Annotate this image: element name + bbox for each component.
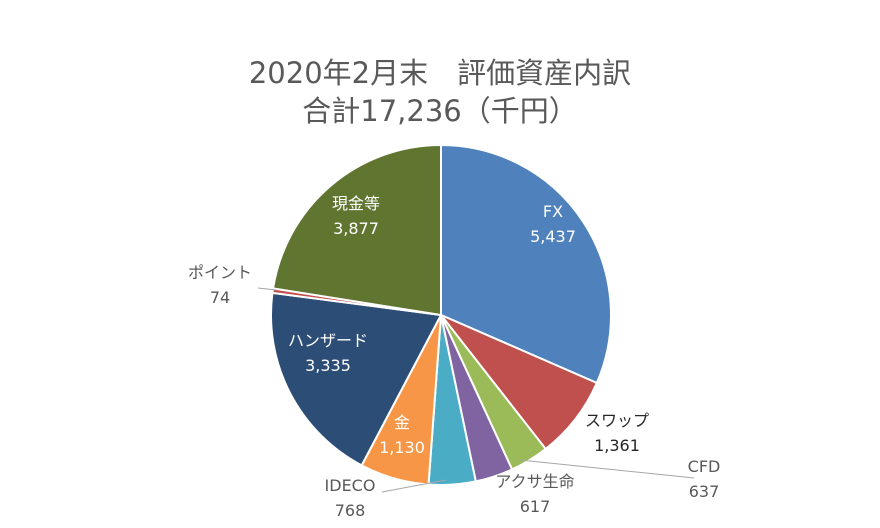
leader-line xyxy=(519,459,695,479)
slice-label: ハンザード xyxy=(288,331,368,350)
slice-label: 金 xyxy=(394,413,410,432)
slice-value-label: 637 xyxy=(689,482,720,501)
slice-label: ポイント xyxy=(188,263,252,282)
slice-label: アクサ生命 xyxy=(495,472,574,491)
slice-label: FX xyxy=(543,202,563,221)
slice-value-label: 3,877 xyxy=(333,219,379,238)
pie-slice xyxy=(272,144,442,316)
pie-slice xyxy=(270,291,442,467)
slice-value-label: 1,130 xyxy=(379,438,425,457)
slice-value-label: 1,361 xyxy=(594,436,640,455)
pie-slice xyxy=(440,144,612,384)
chart-subtitle: 合計17,236（千円） xyxy=(302,94,578,128)
leader-line xyxy=(381,479,447,493)
slice-value-label: 617 xyxy=(520,497,551,516)
slice-value-label: 768 xyxy=(335,501,366,520)
chart-title: 2020年2月末 評価資産内訳 xyxy=(248,56,632,90)
slice-value-label: 3,335 xyxy=(305,356,351,375)
slice-label: IDECO xyxy=(325,476,376,495)
slice-label: CFD xyxy=(688,457,721,476)
slice-value-label: 5,437 xyxy=(530,227,576,246)
slice-label: 現金等 xyxy=(332,194,380,213)
leader-line xyxy=(257,287,277,291)
slice-label: スワップ xyxy=(585,411,649,430)
slice-value-label: 74 xyxy=(210,288,230,307)
